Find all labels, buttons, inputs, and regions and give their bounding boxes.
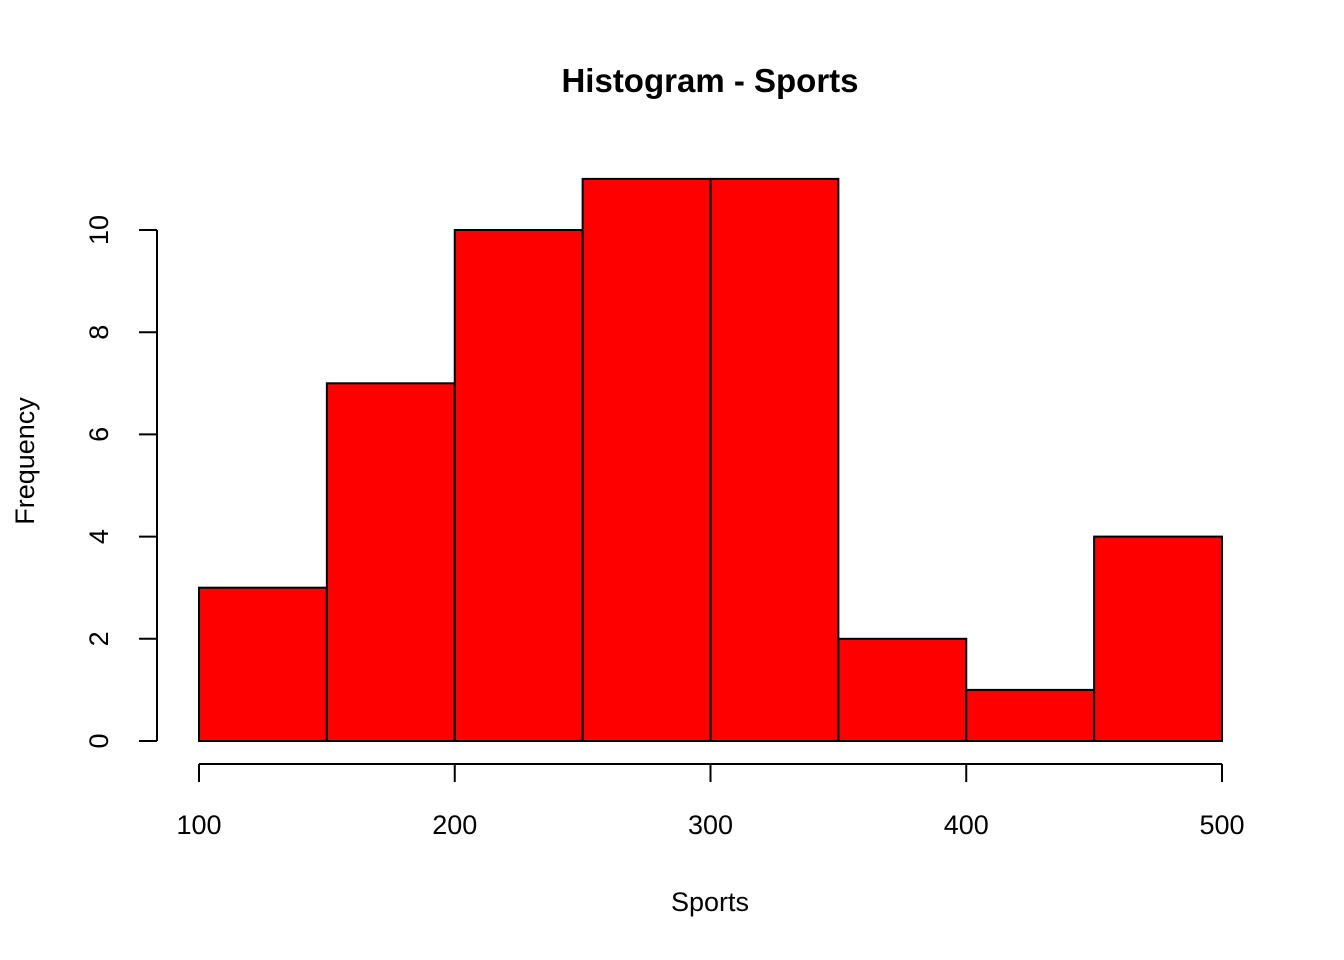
histogram-bar-300-350 bbox=[709, 177, 840, 742]
histogram-bar-150-200 bbox=[325, 382, 456, 742]
histogram-bar-450-500 bbox=[1093, 535, 1223, 742]
chart-title: Histogram - Sports bbox=[561, 62, 858, 99]
histogram-bars bbox=[198, 177, 1223, 743]
y-tick-label: 6 bbox=[84, 427, 114, 442]
y-axis-label: Frequency bbox=[10, 397, 40, 525]
y-tick-label: 2 bbox=[84, 631, 114, 646]
y-tick-label: 8 bbox=[84, 325, 114, 340]
x-tick-label: 500 bbox=[1199, 810, 1244, 840]
x-tick-label: 300 bbox=[688, 810, 733, 840]
x-axis: 100 200 300 400 500 bbox=[176, 763, 1245, 840]
x-tick-label: 100 bbox=[176, 810, 221, 840]
histogram-bar-350-400 bbox=[837, 637, 968, 742]
y-tick-label: 10 bbox=[84, 215, 114, 245]
x-axis-label: Sports bbox=[671, 887, 749, 917]
y-axis: 0 2 4 6 8 10 bbox=[84, 215, 158, 749]
x-tick-label: 200 bbox=[432, 810, 477, 840]
histogram-bar-400-450 bbox=[965, 688, 1096, 743]
y-tick-label: 4 bbox=[84, 529, 114, 544]
histogram-bar-200-250 bbox=[453, 229, 584, 742]
histogram-bar-100-150 bbox=[198, 586, 328, 743]
y-tick-label: 0 bbox=[84, 733, 114, 748]
histogram-bar-250-300 bbox=[581, 177, 712, 742]
x-tick-label: 400 bbox=[944, 810, 989, 840]
